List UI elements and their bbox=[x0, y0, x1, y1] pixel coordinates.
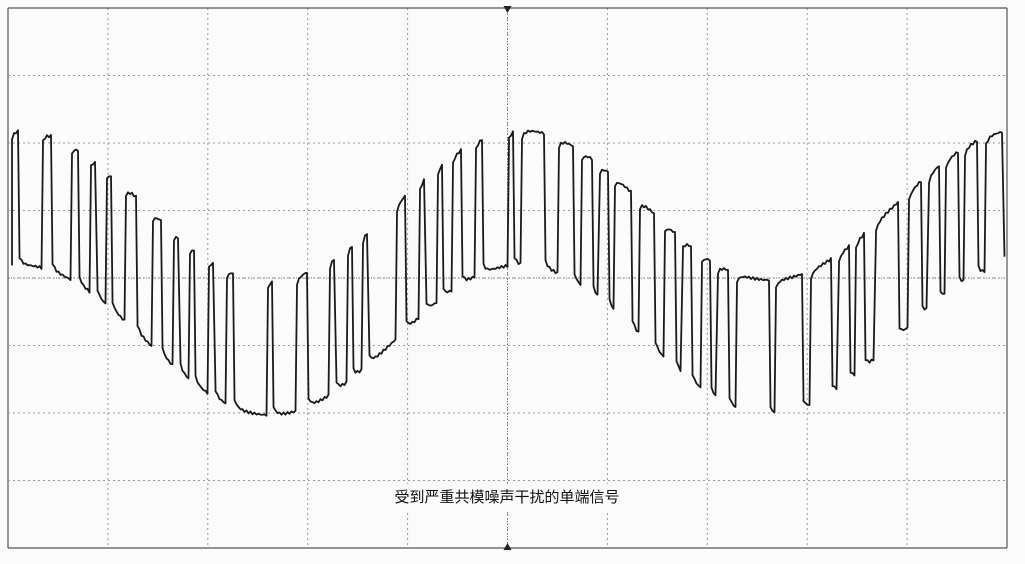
waveform bbox=[11, 129, 1006, 417]
graticule bbox=[7, 6, 1008, 550]
caption: 受到严重共模噪声干扰的单端信号 bbox=[394, 488, 619, 506]
trigger-marker bbox=[503, 543, 512, 550]
trigger-marker bbox=[503, 6, 512, 13]
caption-background bbox=[340, 484, 670, 510]
